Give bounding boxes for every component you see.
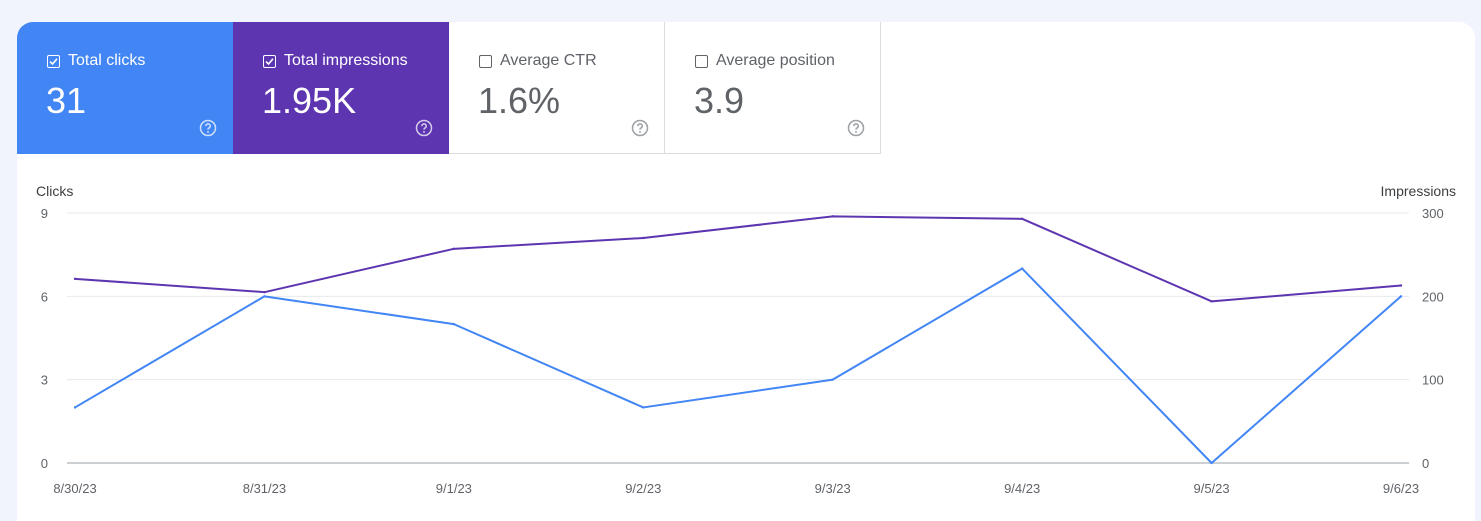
data-point-total-clicks	[1210, 461, 1213, 465]
x-tick-label: 8/31/23	[243, 481, 286, 496]
x-tick-label: 9/6/23	[1383, 481, 1419, 496]
x-tick-label: 9/5/23	[1193, 481, 1229, 496]
metric-tiles: Total clicks 31 Total impressions 1.95K …	[17, 22, 881, 154]
metric-label: Average position	[716, 52, 835, 69]
y-left-axis-title: Clicks	[36, 183, 73, 199]
metric-tile-total-clicks[interactable]: Total clicks 31	[17, 22, 233, 154]
metric-tile-average-position[interactable]: Average position 3.9	[665, 22, 881, 154]
y-right-axis-title: Impressions	[1381, 183, 1456, 199]
metric-tile-average-ctr[interactable]: Average CTR 1.6%	[449, 22, 665, 154]
metric-value: 1.6%	[478, 80, 561, 121]
x-tick-label: 8/30/23	[53, 481, 96, 496]
data-point-total-clicks	[1399, 295, 1403, 298]
help-circle-icon[interactable]	[847, 119, 865, 137]
metric-tile-total-impressions[interactable]: Total impressions 1.95K	[233, 22, 449, 154]
y-left-tick-label: 9	[41, 206, 48, 221]
x-tick-label: 9/2/23	[625, 481, 661, 496]
x-tick-label: 9/3/23	[815, 481, 851, 496]
series-line-total-impressions	[74, 215, 1402, 303]
data-point-total-impressions	[263, 290, 266, 294]
data-point-total-clicks	[73, 406, 77, 409]
data-point-total-impressions	[831, 215, 834, 218]
help-circle-icon[interactable]	[199, 119, 217, 137]
checkmark-icon	[49, 57, 58, 65]
metric-value: 1.95K	[262, 80, 357, 121]
metric-label: Total impressions	[284, 52, 408, 69]
data-point-total-clicks	[831, 378, 834, 381]
checkbox-icon[interactable]	[479, 54, 492, 68]
data-point-total-clicks	[263, 295, 266, 298]
data-point-total-impressions	[1210, 300, 1213, 303]
x-tick-label: 9/4/23	[1004, 481, 1040, 496]
y-left-tick-label: 3	[41, 373, 48, 388]
y-right-tick-label: 200	[1422, 289, 1444, 304]
data-point-total-impressions	[1399, 284, 1403, 287]
y-right-tick-label: 100	[1422, 373, 1444, 388]
metric-value: 31	[46, 80, 87, 121]
performance-card: Total clicks 31 Total impressions 1.95K …	[17, 22, 1475, 521]
y-left-tick-label: 0	[41, 456, 48, 471]
checkmark-icon	[265, 57, 274, 65]
y-right-tick-label: 0	[1422, 456, 1429, 471]
metric-label: Average CTR	[500, 52, 597, 69]
data-point-total-impressions	[73, 277, 77, 281]
help-circle-icon[interactable]	[415, 119, 433, 137]
data-point-total-impressions	[1020, 217, 1024, 221]
checkbox-icon[interactable]	[695, 54, 708, 68]
metric-value: 3.9	[694, 80, 745, 121]
data-point-total-impressions	[452, 247, 456, 251]
y-left-tick-label: 6	[41, 289, 48, 304]
metric-label: Total clicks	[68, 52, 146, 69]
checkbox-icon[interactable]	[263, 54, 276, 68]
x-tick-label: 9/1/23	[436, 481, 472, 496]
data-point-total-clicks	[642, 406, 645, 409]
data-point-total-clicks	[452, 322, 456, 326]
data-point-total-impressions	[642, 236, 645, 240]
series-line-total-clicks	[74, 267, 1402, 464]
data-point-total-clicks	[1020, 267, 1024, 270]
checkbox-icon[interactable]	[47, 54, 60, 68]
y-right-tick-label: 300	[1422, 206, 1444, 221]
performance-line-chart: 0 3 6 9 0 100 200 300 Clicks Impressions 8/30/23 8/…	[36, 183, 1456, 496]
help-circle-icon[interactable]	[631, 119, 649, 137]
